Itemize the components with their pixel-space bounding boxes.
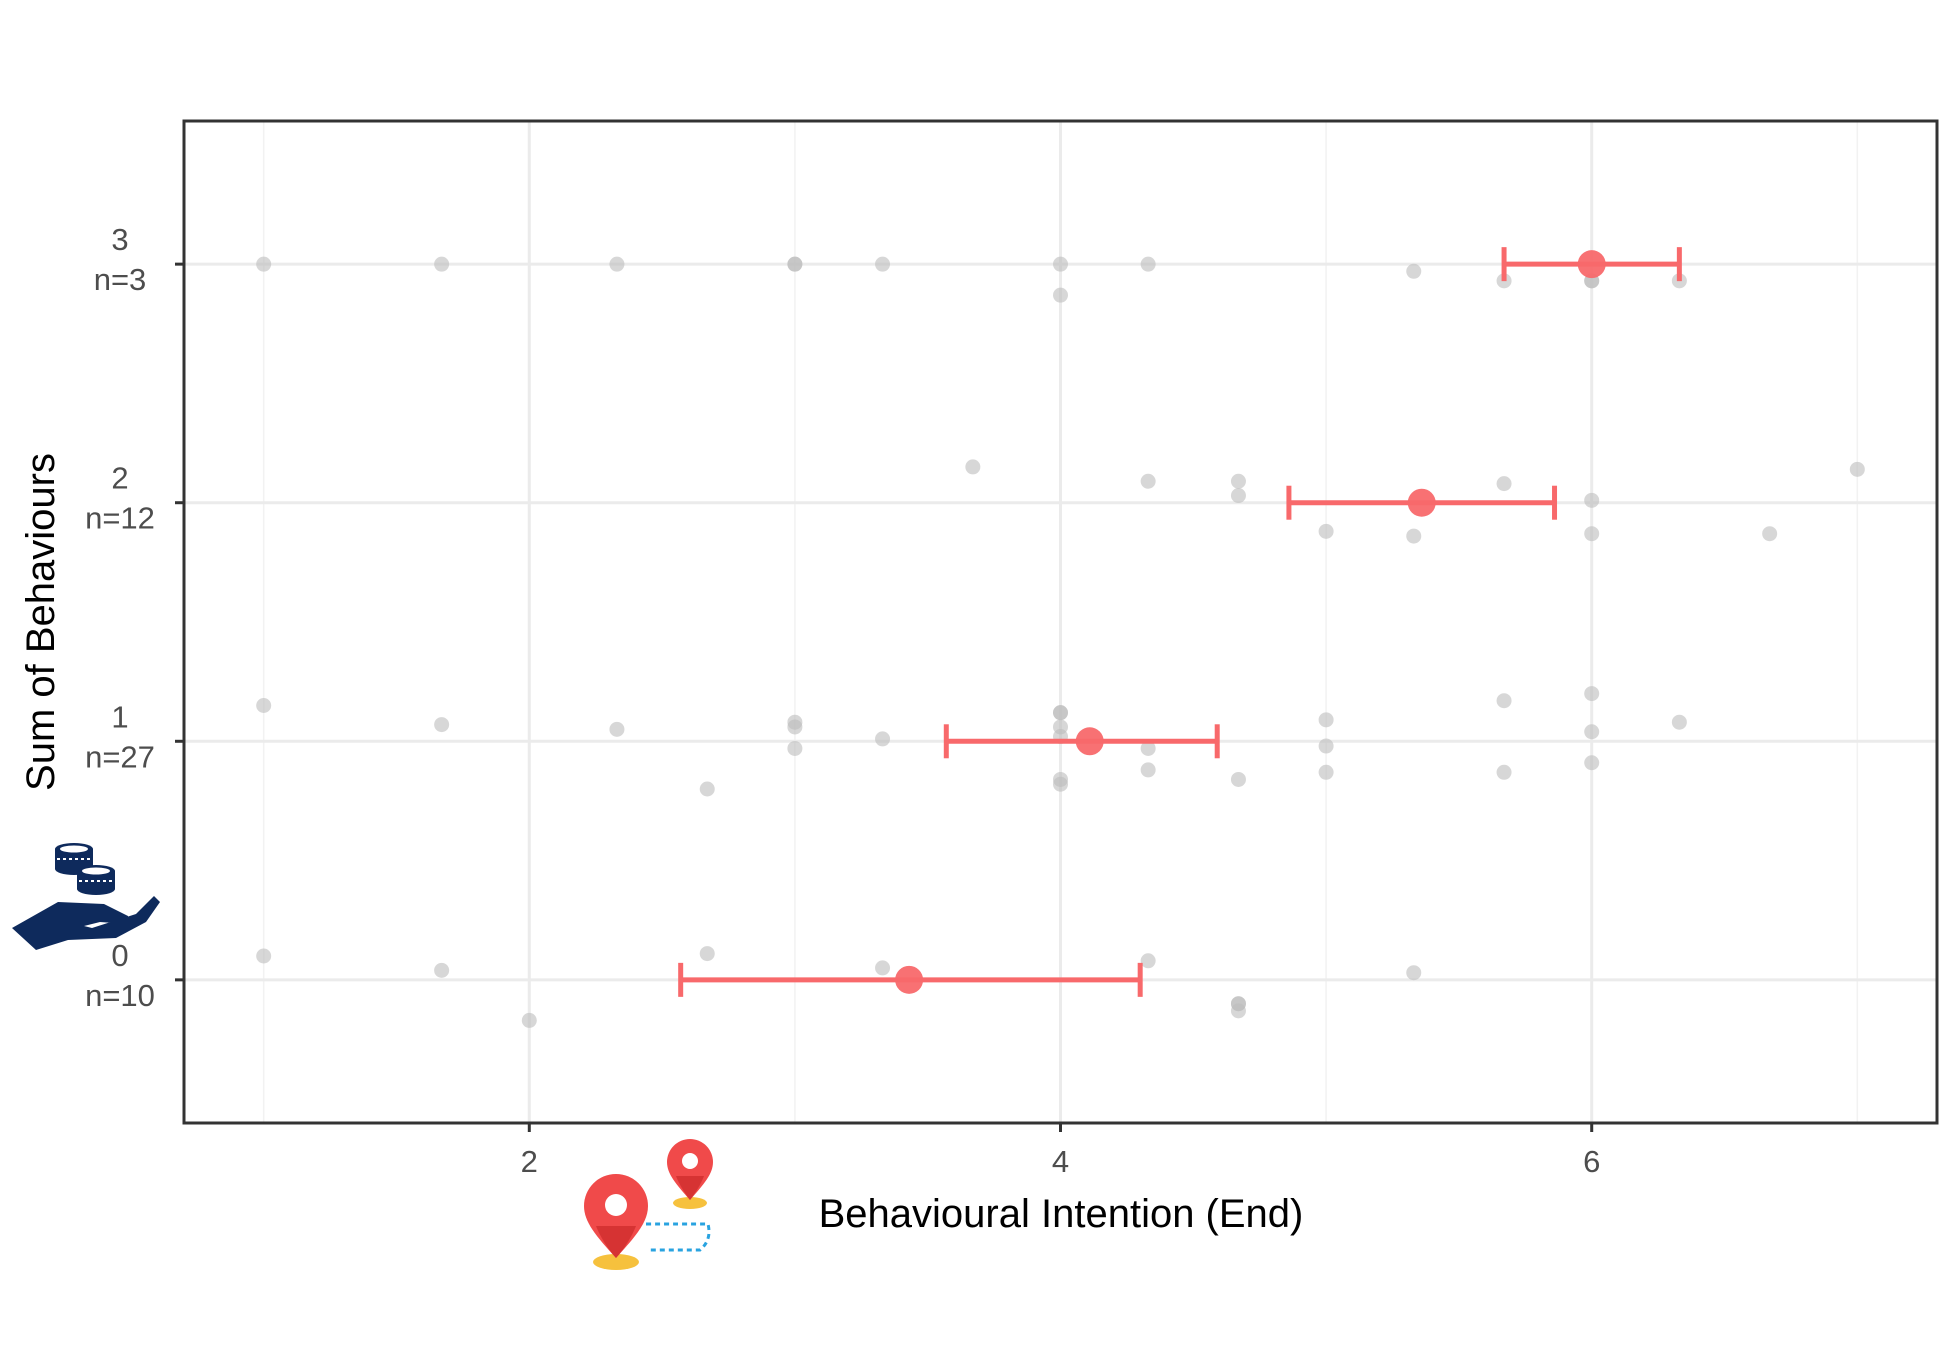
data-point: [1406, 263, 1422, 279]
data-point: [1053, 705, 1068, 721]
data-point: [787, 719, 803, 735]
x-tick-label: 6: [1583, 1144, 1600, 1179]
mean-error-bar: [678, 962, 1143, 997]
data-point: [1318, 523, 1334, 539]
x-tick-label: 4: [1052, 1144, 1069, 1179]
data-point: [609, 256, 625, 272]
data-point: [875, 960, 891, 976]
data-point: [1496, 693, 1512, 709]
data-point: [1584, 755, 1600, 771]
data-point: [1849, 461, 1865, 477]
x-axis-title: Behavioural Intention (End): [819, 1192, 1304, 1236]
data-point: [434, 717, 450, 733]
y-tick-count: n=12: [85, 501, 155, 536]
data-point: [1584, 492, 1600, 508]
y-tick-label: 1: [111, 699, 128, 734]
x-tick-label: 2: [521, 1144, 538, 1179]
y-tick-count: n=27: [85, 739, 155, 774]
data-point: [1230, 996, 1246, 1012]
data-point: [1318, 764, 1334, 780]
mean-error-bar: [943, 724, 1220, 759]
data-point: [1406, 965, 1422, 981]
y-tick-count: n=3: [94, 262, 147, 297]
data-point: [1140, 953, 1156, 969]
data-point: [1140, 762, 1156, 778]
hand-holding-coins-icon: [12, 843, 160, 950]
data-point: [1496, 764, 1512, 780]
y-tick-label: 2: [111, 461, 128, 496]
data-point: [965, 459, 981, 475]
data-point: [1230, 488, 1246, 504]
data-point: [256, 256, 272, 272]
data-point: [434, 962, 450, 978]
data-point: [1584, 724, 1600, 740]
data-point: [1140, 740, 1156, 756]
data-point: [787, 256, 803, 272]
data-point: [1584, 686, 1600, 702]
data-point: [434, 256, 450, 272]
y-axis: 0 n=10 1 n=27 2 n=12 3 n=3: [85, 222, 184, 1013]
data-point: [1671, 714, 1687, 730]
data-point: [1318, 738, 1334, 754]
mean-point: [1407, 488, 1436, 517]
mean-point: [1577, 250, 1606, 279]
data-point: [1140, 473, 1156, 489]
mean-error-bar: [1501, 247, 1682, 282]
data-point: [1053, 776, 1068, 792]
data-point: [256, 948, 272, 964]
data-point: [1053, 256, 1068, 272]
data-point: [1496, 476, 1512, 492]
y-tick-label: 3: [111, 222, 128, 257]
y-tick-label: 0: [111, 938, 128, 973]
data-point: [1140, 256, 1156, 272]
mean-point: [1075, 727, 1104, 756]
data-point: [1762, 526, 1778, 542]
data-point: [875, 731, 891, 747]
data-point: [1318, 712, 1334, 728]
data-point: [1230, 473, 1246, 489]
data-point: [609, 721, 625, 737]
x-axis: 2 4 6: [521, 1123, 1600, 1179]
mean-error-bars: [678, 247, 1682, 997]
data-point: [1230, 771, 1246, 787]
data-point: [699, 946, 715, 962]
y-tick-count: n=10: [85, 978, 155, 1013]
raw-points: [256, 256, 1865, 1028]
data-point: [875, 256, 891, 272]
data-point: [699, 781, 715, 797]
data-point: [1406, 528, 1422, 544]
mean-point: [895, 965, 924, 994]
y-axis-title: Sum of Behaviours: [19, 453, 63, 791]
data-point: [256, 698, 272, 713]
data-point: [1584, 526, 1600, 542]
map-route-pins-icon: [584, 1139, 713, 1270]
data-point: [521, 1012, 537, 1028]
mean-error-bar: [1286, 485, 1558, 520]
data-point: [1053, 287, 1068, 303]
data-point: [787, 740, 803, 756]
